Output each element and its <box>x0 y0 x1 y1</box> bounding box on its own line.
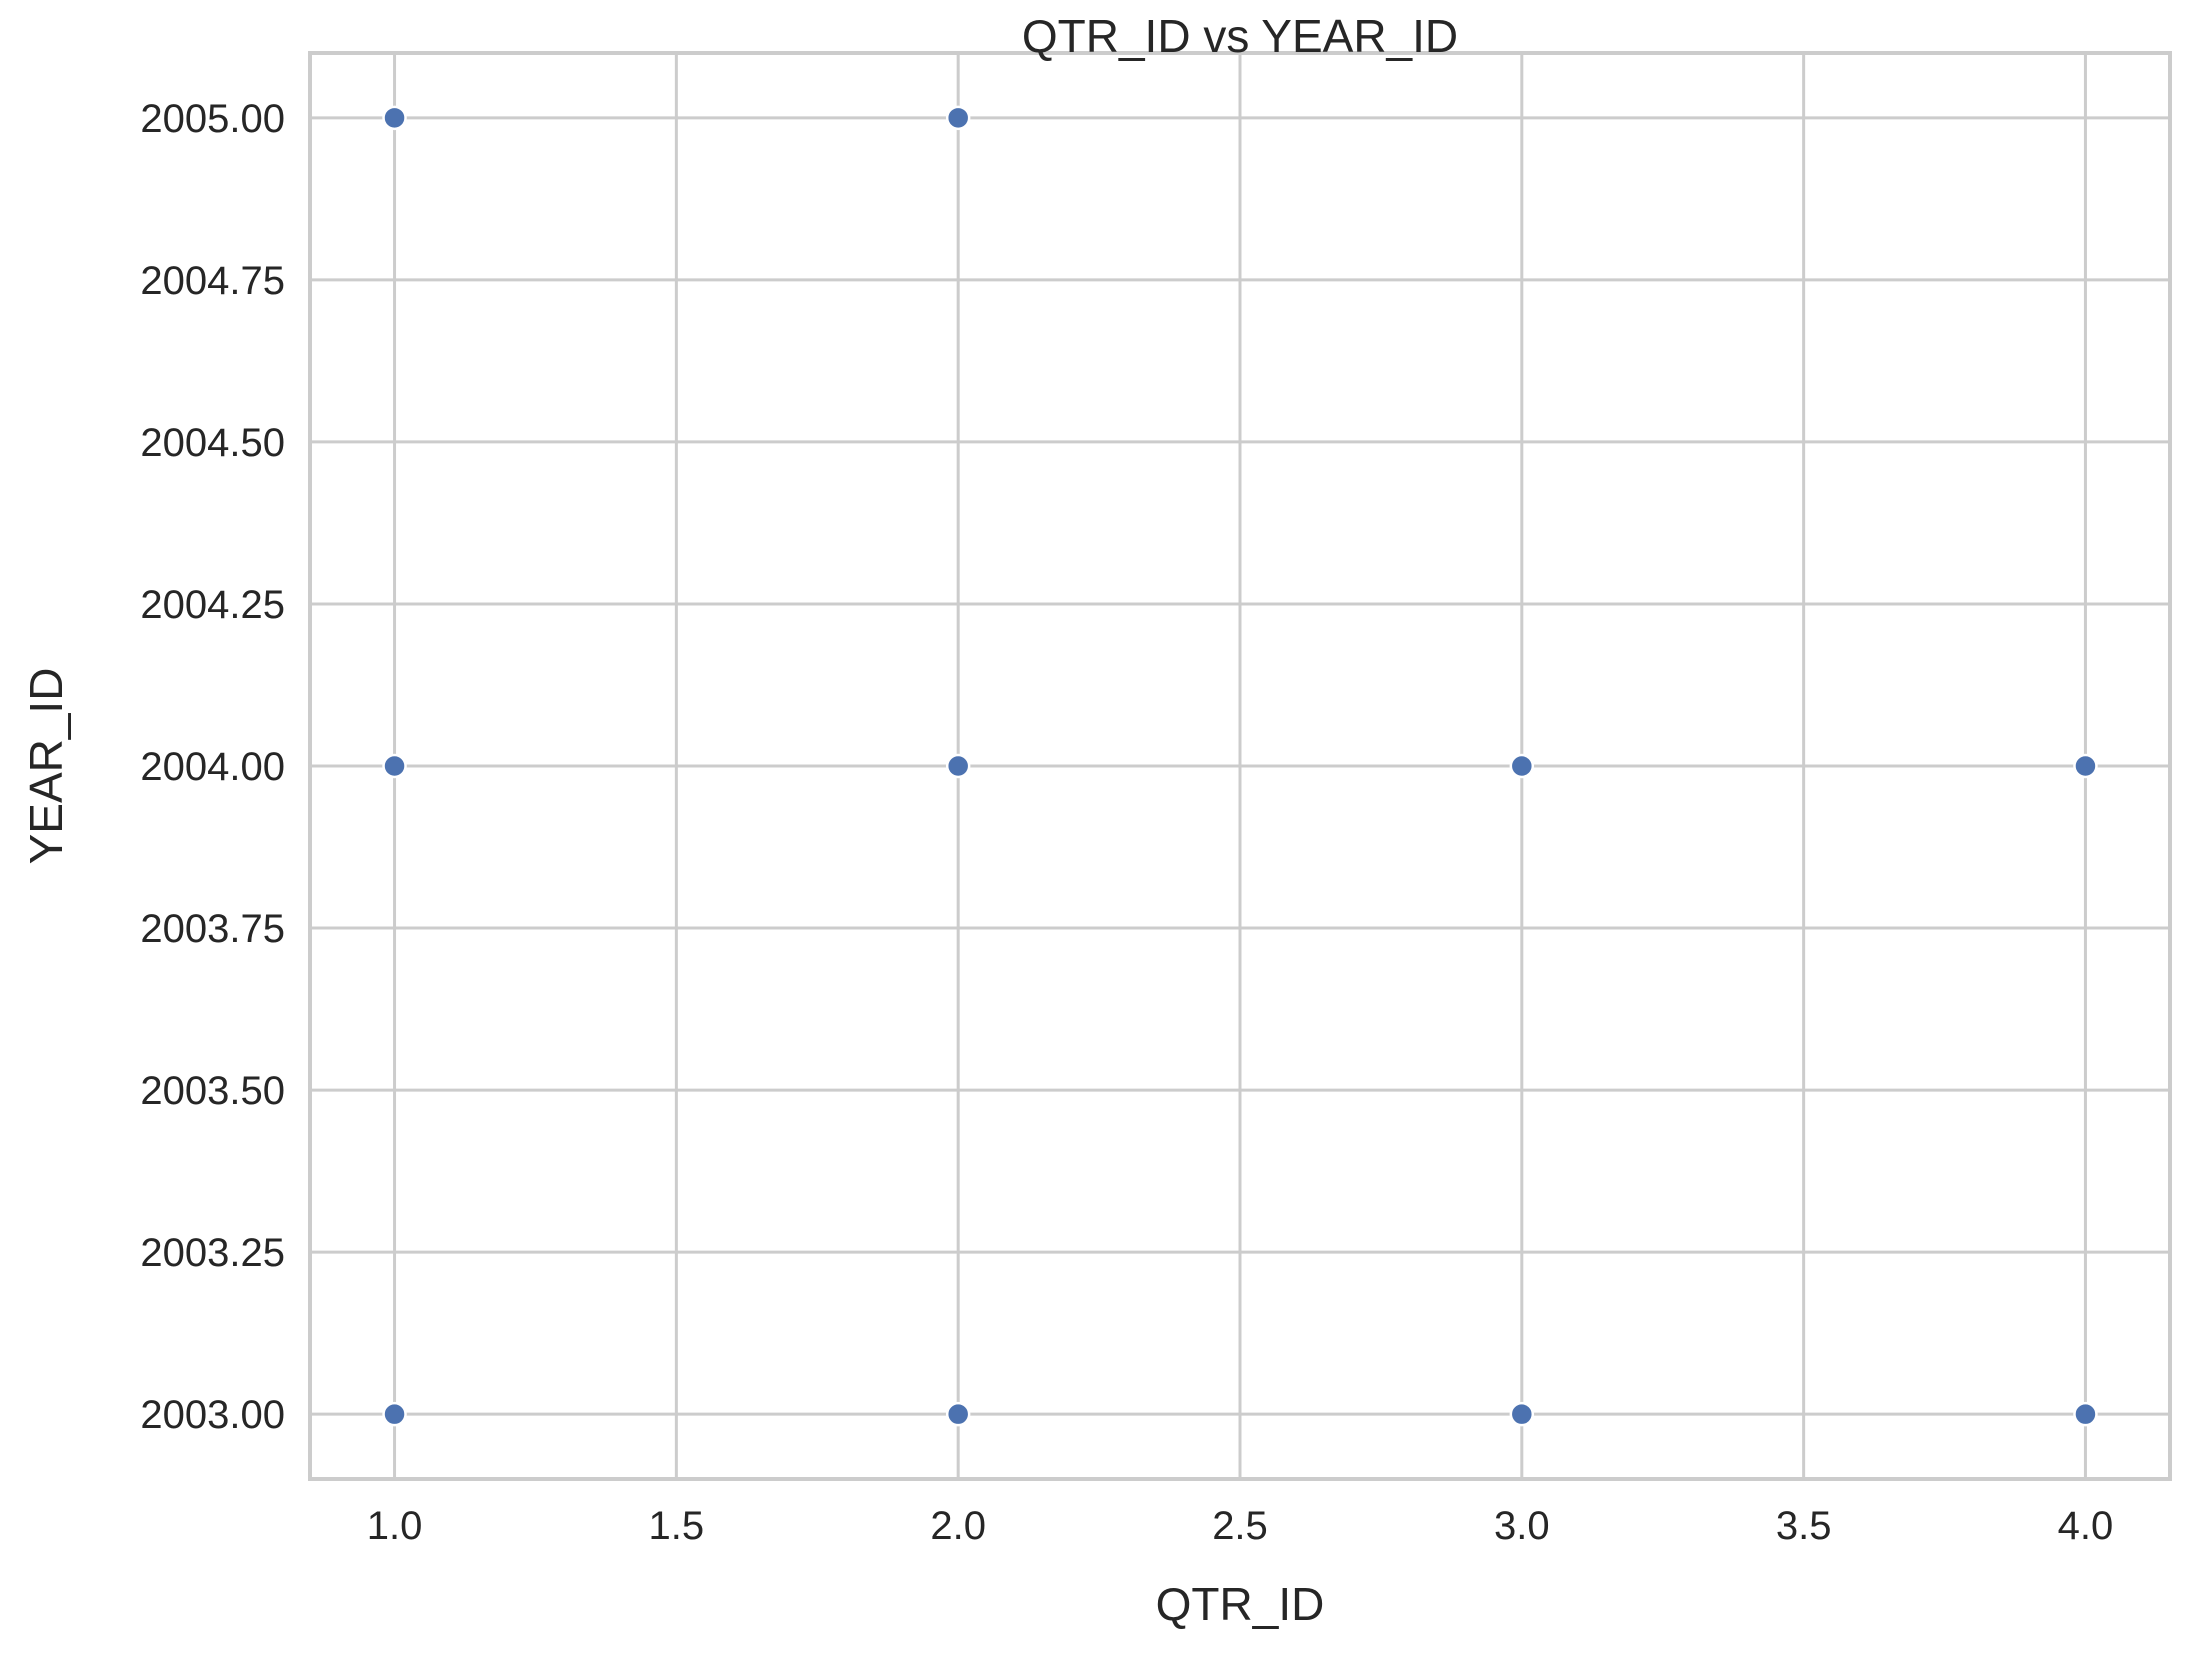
data-points <box>382 105 2098 1427</box>
x-tick-label: 3.0 <box>1494 1504 1550 1548</box>
scatter-point <box>2073 1401 2098 1427</box>
scatter-point <box>2073 753 2098 779</box>
x-axis-label: QTR_ID <box>1156 1578 1325 1630</box>
y-axis-label: YEAR_ID <box>20 668 72 865</box>
x-axis-ticks: 1.0 1.5 2.0 2.5 3.0 3.5 4.0 <box>367 1504 2114 1548</box>
scatter-point <box>945 1401 971 1427</box>
scatter-point <box>1509 753 1535 779</box>
scatter-point <box>382 1401 407 1427</box>
x-tick-label: 1.5 <box>649 1504 705 1548</box>
scatter-point <box>382 753 407 779</box>
y-tick-label: 2003.00 <box>140 1393 285 1437</box>
chart-title: QTR_ID vs YEAR_ID <box>1022 10 1458 62</box>
x-tick-label: 1.0 <box>367 1504 423 1548</box>
scatter-point <box>382 105 407 131</box>
scatter-point <box>945 105 971 131</box>
y-axis-ticks: 2003.00 2003.25 2003.50 2003.75 2004.00 2004.… <box>140 97 285 1437</box>
y-tick-label: 2003.25 <box>140 1231 285 1275</box>
x-tick-label: 2.0 <box>930 1504 986 1548</box>
y-tick-label: 2003.75 <box>140 907 285 951</box>
scatter-point <box>1509 1401 1535 1427</box>
scatter-point <box>945 753 971 779</box>
x-tick-label: 2.5 <box>1212 1504 1268 1548</box>
y-tick-label: 2005.00 <box>140 97 285 141</box>
y-tick-label: 2004.25 <box>140 583 285 627</box>
y-tick-label: 2004.00 <box>140 745 285 789</box>
y-tick-label: 2004.75 <box>140 259 285 303</box>
x-tick-label: 3.5 <box>1776 1504 1832 1548</box>
plot-area-frame <box>308 51 2172 1481</box>
grid <box>310 53 2170 1479</box>
y-tick-label: 2004.50 <box>140 421 285 465</box>
y-tick-label: 2003.50 <box>140 1069 285 1113</box>
x-tick-label: 4.0 <box>2058 1504 2114 1548</box>
